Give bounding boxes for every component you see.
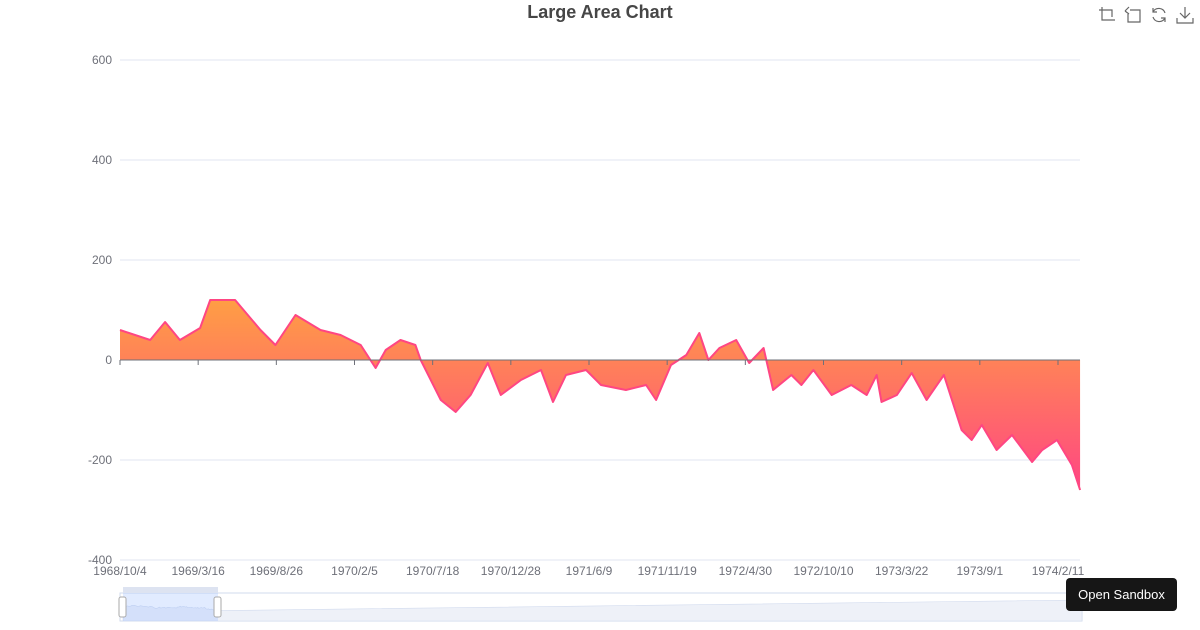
x-tick-label: 1970/7/18 — [406, 564, 460, 578]
chart-title: Large Area Chart — [527, 2, 673, 22]
y-tick-label: 600 — [92, 53, 112, 67]
series-line — [119, 299, 1082, 491]
area-fill — [120, 300, 1081, 490]
y-tick-label: -400 — [88, 553, 112, 567]
zoom-back-icon[interactable] — [1124, 6, 1142, 24]
x-tick-label: 1970/2/5 — [331, 564, 378, 578]
x-tick-label: 1972/10/10 — [793, 564, 853, 578]
x-tick-label: 1969/3/16 — [171, 564, 225, 578]
datazoom-slider[interactable] — [118, 587, 1083, 622]
y-tick-label: 0 — [105, 353, 112, 367]
datazoom-preview — [122, 599, 1083, 622]
y-tick-label: 400 — [92, 153, 112, 167]
x-tick-label: 1969/8/26 — [250, 564, 304, 578]
x-tick-label: 1971/11/19 — [638, 564, 697, 578]
restore-icon[interactable] — [1150, 6, 1168, 24]
toolbox — [1098, 6, 1194, 24]
save-image-icon[interactable] — [1176, 6, 1194, 24]
x-tick-label: 1973/3/22 — [875, 564, 929, 578]
x-tick-label: 1973/9/1 — [956, 564, 1003, 578]
x-tick-label: 1974/2/11 — [1032, 564, 1085, 578]
x-tick-label: 1971/6/9 — [566, 564, 613, 578]
y-tick-label: 200 — [92, 253, 112, 267]
x-tick-label: 1968/10/4 — [93, 564, 147, 578]
datazoom-handle-right[interactable] — [213, 596, 222, 618]
x-tick-label: 1972/4/30 — [719, 564, 773, 578]
datazoom-selection[interactable] — [123, 593, 218, 621]
open-sandbox-button[interactable]: Open Sandbox — [1066, 578, 1177, 611]
zoom-icon[interactable] — [1098, 6, 1116, 24]
x-tick-label: 1970/12/28 — [481, 564, 541, 578]
datazoom-move-handle[interactable] — [123, 587, 218, 593]
datazoom-handle-left[interactable] — [118, 596, 127, 618]
y-tick-label: -200 — [88, 453, 112, 467]
